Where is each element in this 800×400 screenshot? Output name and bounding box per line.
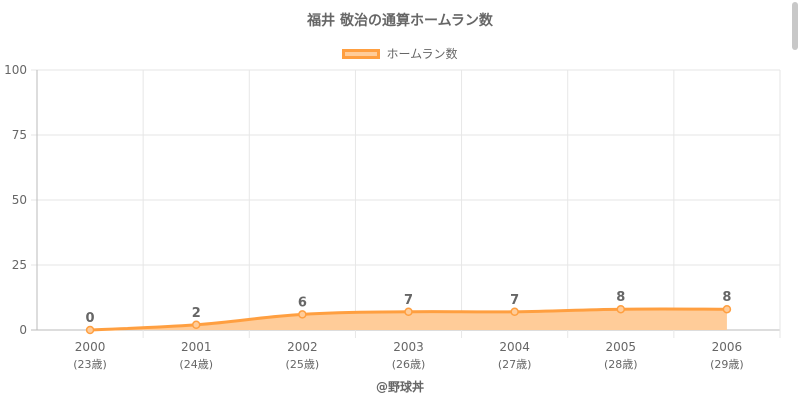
y-tick-label: 0 [19, 323, 27, 337]
data-point [85, 325, 95, 335]
data-point [191, 320, 201, 330]
x-tick-sublabel: (24歳) [179, 358, 213, 371]
data-label: 8 [722, 290, 731, 305]
data-point [404, 307, 413, 317]
x-tick-sublabel: (27歳) [498, 358, 532, 371]
data-point [510, 307, 519, 317]
y-tick-label: 100 [4, 63, 27, 77]
legend[interactable]: ホームラン数 [0, 45, 800, 62]
x-tick-label: 2004 [499, 340, 530, 354]
data-label: 2 [192, 306, 201, 321]
x-tick-sublabel: (23歳) [73, 358, 107, 371]
y-tick-label: 75 [12, 128, 27, 142]
series-area [90, 308, 727, 330]
x-tick-sublabel: (26歳) [392, 358, 426, 371]
x-tick-label: 2001 [181, 340, 212, 354]
x-tick-sublabel: (28歳) [604, 358, 638, 371]
scrollbar-thumb[interactable] [792, 2, 798, 50]
y-tick-label: 25 [12, 258, 27, 272]
data-label: 7 [510, 293, 519, 308]
x-tick-label: 2003 [393, 340, 424, 354]
data-point [722, 304, 732, 314]
x-tick-label: 2005 [606, 340, 637, 354]
chart-title: 福井 敬治の通算ホームラン数 [307, 13, 493, 29]
legend-label: ホームラン数 [386, 47, 458, 61]
x-tick-label: 2006 [712, 340, 743, 354]
x-tick-label: 2000 [75, 340, 106, 354]
x-tick-sublabel: (25歳) [286, 358, 320, 371]
data-label: 0 [86, 311, 95, 326]
x-tick-sublabel: (29歳) [710, 358, 744, 371]
data-label: 8 [616, 290, 625, 305]
data-point [616, 304, 626, 314]
y-tick-label: 50 [12, 193, 27, 207]
data-label: 6 [298, 295, 307, 310]
legend-swatch [342, 48, 381, 59]
data-point [298, 310, 307, 319]
data-label: 7 [404, 293, 413, 308]
x-tick-label: 2002 [287, 340, 318, 354]
credit-text: @野球丼 [375, 380, 424, 394]
